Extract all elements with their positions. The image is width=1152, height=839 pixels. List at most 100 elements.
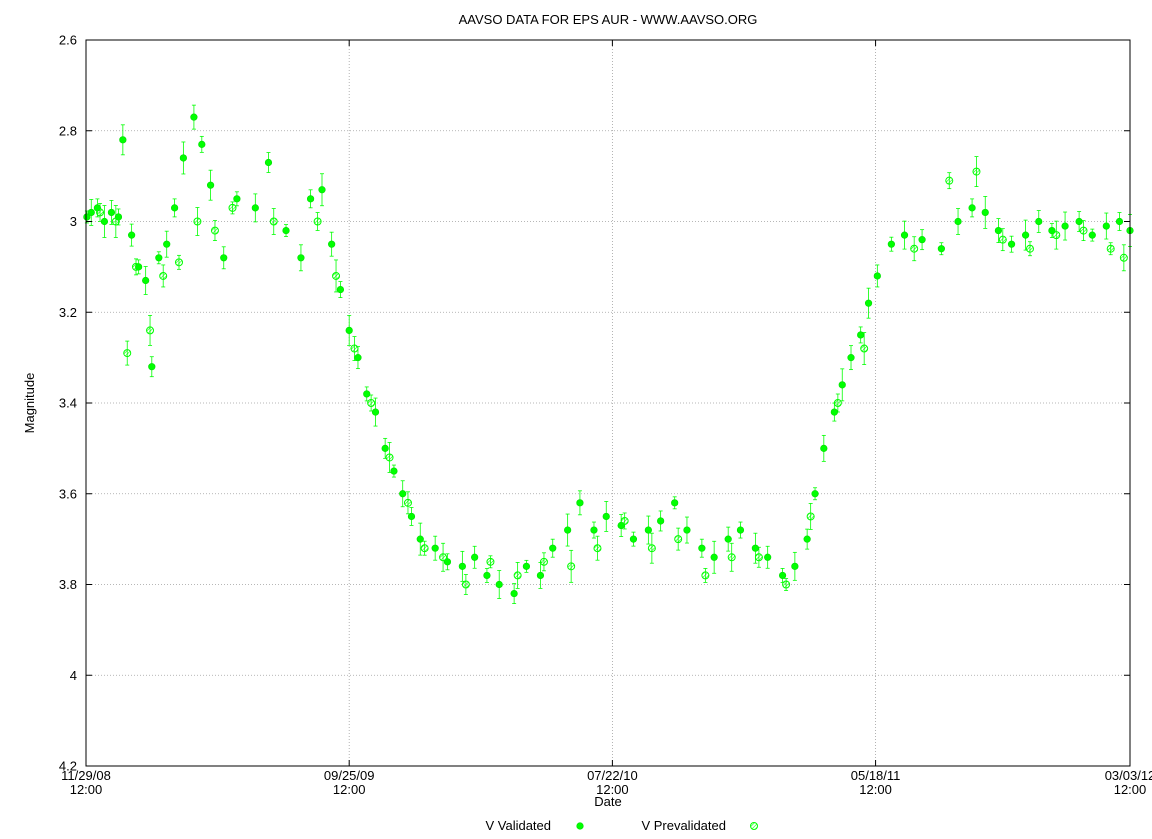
validated-point <box>683 526 691 534</box>
prevalidated-point <box>972 167 981 176</box>
validated-point <box>354 354 362 362</box>
validated-point <box>873 272 881 280</box>
validated-point <box>416 535 424 543</box>
y-tick-label: 2.8 <box>59 123 77 138</box>
prevalidated-point <box>385 453 394 462</box>
prevalidated-point <box>350 344 359 353</box>
validated-point <box>954 217 962 226</box>
validated-point <box>381 444 389 452</box>
prevalidated-point <box>461 580 470 589</box>
legend-label-prevalidated: V Prevalidated <box>641 818 726 833</box>
prevalidated-point <box>945 176 954 185</box>
prevalidated-point <box>193 217 202 226</box>
plot-frame <box>85 39 1131 767</box>
grid-lines <box>86 40 1130 766</box>
prevalidated-point <box>701 571 710 580</box>
y-tick-label: 3.2 <box>59 305 77 320</box>
validated-point <box>629 535 638 543</box>
y-tick-label: 4 <box>70 668 77 683</box>
validated-point <box>764 553 772 561</box>
prevalidated-point <box>1052 231 1061 240</box>
validated-point <box>306 195 315 203</box>
data-points <box>83 113 1134 598</box>
validated-point <box>968 204 976 212</box>
validated-point <box>220 254 228 262</box>
prevalidated-point <box>403 498 412 507</box>
validated-point <box>336 285 345 294</box>
validated-point <box>847 354 855 362</box>
validated-point <box>590 526 598 534</box>
validated-point <box>100 217 109 226</box>
validated-point <box>1007 240 1016 248</box>
y-axis-label: Magnitude <box>22 373 37 434</box>
validated-point <box>838 381 846 389</box>
validated-point <box>736 526 745 534</box>
prevalidated-point <box>367 399 376 407</box>
validated-point <box>495 580 503 589</box>
validated-point <box>522 562 531 570</box>
prevalidated-point <box>111 217 120 226</box>
validated-point <box>119 136 127 144</box>
y-tick-label: 3.6 <box>59 486 77 501</box>
y-tick-label: 3 <box>70 214 77 229</box>
prevalidated-point <box>332 271 341 280</box>
prevalidated-point <box>174 258 183 267</box>
validated-point <box>644 526 652 534</box>
chart-title: AAVSO DATA FOR EPS AUR - WWW.AAVSO.ORG <box>459 12 758 27</box>
prevalidated-point <box>567 562 576 571</box>
validated-point <box>206 181 215 189</box>
validated-point <box>297 254 305 262</box>
validated-point <box>887 240 895 248</box>
validated-point <box>864 299 873 307</box>
prevalidated-point <box>439 553 448 562</box>
x-tick-label-date: 07/22/10 <box>587 768 638 783</box>
validated-point <box>483 571 491 580</box>
x-tick-label-date: 03/03/12 <box>1105 768 1152 783</box>
validated-point <box>937 245 945 253</box>
prevalidated-point <box>269 217 278 226</box>
prevalidated-point <box>313 217 322 226</box>
validated-point <box>510 589 518 598</box>
validated-point <box>318 186 326 194</box>
x-tick-label-time: 12:00 <box>596 782 629 797</box>
prevalidated-point <box>727 553 736 562</box>
prevalidated-point <box>1106 244 1115 253</box>
validated-point <box>282 226 290 235</box>
x-ticks: 11/29/0812:0009/25/0912:0007/22/1012:000… <box>61 40 1152 797</box>
validated-point <box>830 408 838 416</box>
y-tick-label: 3.4 <box>59 396 77 411</box>
validated-point <box>602 512 610 521</box>
validated-point <box>536 571 545 580</box>
legend: V Validated V Prevalidated <box>485 818 758 833</box>
prevalidated-point <box>513 571 522 580</box>
validated-point <box>251 204 259 212</box>
x-tick-label-date: 09/25/09 <box>324 768 375 783</box>
y-tick-label: 4.2 <box>59 759 77 774</box>
prevalidated-point <box>486 557 495 566</box>
validated-point <box>698 544 706 552</box>
validated-point <box>190 113 198 121</box>
prevalidated-point <box>210 226 219 235</box>
validated-point <box>87 208 95 217</box>
validated-point <box>107 208 116 217</box>
x-tick-label-time: 12:00 <box>333 782 366 797</box>
validated-point <box>1088 231 1096 239</box>
validated-point <box>549 544 557 552</box>
validated-point <box>371 408 380 416</box>
x-tick-label-date: 11/29/08 <box>61 768 111 783</box>
validated-point <box>981 208 989 217</box>
y-ticks: 2.6 2.8 3 3.2 3.4 3.6 3.8 4 4.2 <box>59 33 1130 774</box>
validated-point <box>751 544 759 552</box>
validated-point <box>791 562 799 570</box>
prevalidated-point <box>1025 244 1034 253</box>
validated-point <box>148 363 156 371</box>
validated-point <box>431 544 439 552</box>
prevalidated-point <box>228 203 237 212</box>
validated-point <box>820 444 828 452</box>
validated-point <box>671 499 679 507</box>
x-tick-label-time: 12:00 <box>1114 782 1147 797</box>
validated-point <box>233 195 241 203</box>
validated-point <box>724 535 732 543</box>
prevalidated-point <box>593 544 602 553</box>
y-tick-label: 3.8 <box>59 577 77 592</box>
